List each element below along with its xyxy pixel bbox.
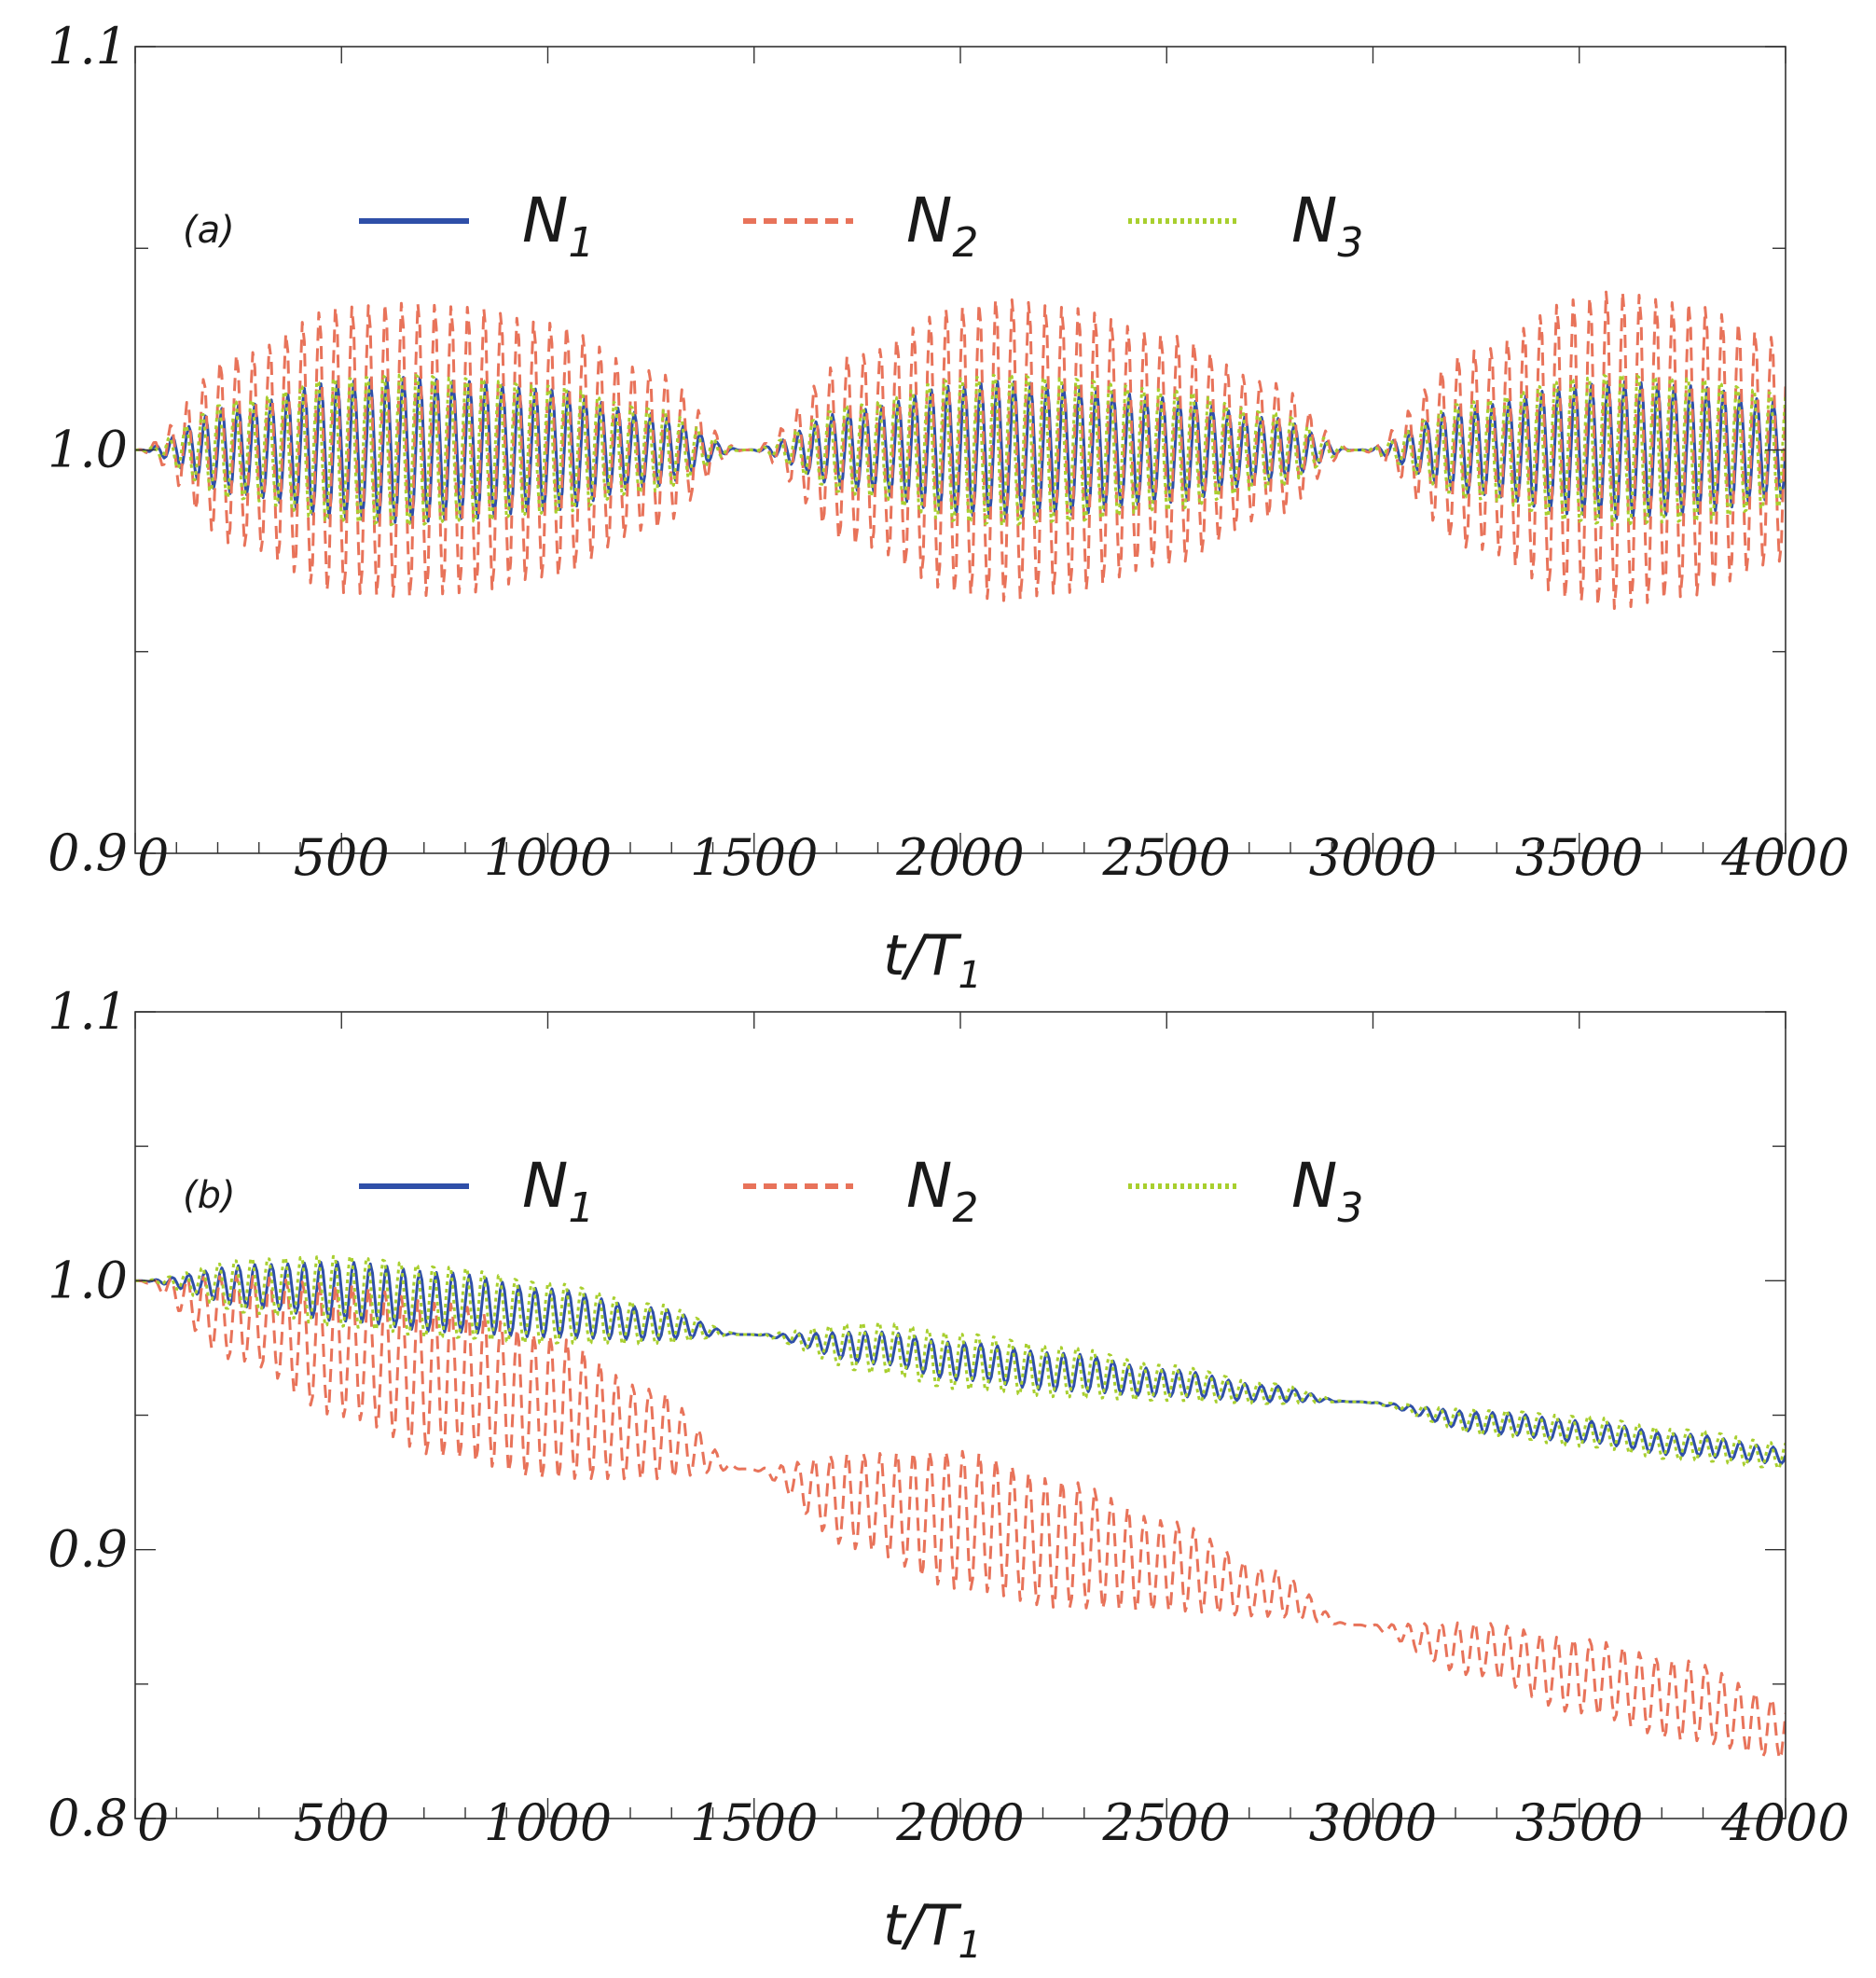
y-tick-label: 1.1 — [48, 17, 128, 76]
legend-label-n3: N3 — [1291, 185, 1363, 267]
x-tick-label: 4000 — [1720, 828, 1849, 887]
x-tick-label: 1500 — [690, 1793, 818, 1852]
panel-a: 0 500 1000 1500 2000 2500 3000 3500 4000 0.9 1.0 1.… — [48, 17, 1850, 997]
legend-label-n2: N2 — [906, 1150, 978, 1232]
x-tick-label: 3000 — [1309, 828, 1437, 887]
series-line-n3 — [135, 1254, 1786, 1470]
x-tick-label: 3000 — [1309, 1793, 1437, 1852]
series-line-n2 — [135, 290, 1786, 611]
plot-area — [135, 1254, 1786, 1761]
legend-label-n1: N1 — [522, 1150, 594, 1232]
y-tick-label: 1.1 — [48, 982, 128, 1041]
panel-label: (b) — [183, 1174, 236, 1217]
series-line-n1 — [135, 1260, 1786, 1465]
legend-label-n1: N1 — [522, 185, 594, 267]
panel-b: 0 500 1000 1500 2000 2500 3000 3500 4000 0.8 0.9 1.… — [48, 982, 1850, 1967]
legend-label-n3: N3 — [1291, 1150, 1363, 1232]
x-tick-label: 0 — [137, 1793, 169, 1852]
x-tick-label: 2500 — [1102, 1793, 1231, 1852]
y-tick-label: 0.8 — [48, 1789, 128, 1847]
legend-label-n2: N2 — [906, 185, 978, 267]
y-tick-label: 1.0 — [48, 421, 128, 479]
x-tick-label: 4000 — [1720, 1793, 1849, 1852]
x-tick-label: 2000 — [895, 1793, 1024, 1852]
plot-area — [135, 290, 1786, 611]
x-tick-label: 500 — [294, 1793, 390, 1852]
axes-frame — [134, 1011, 1786, 1819]
x-tick-label: 1000 — [484, 1793, 612, 1852]
x-tick-label: 3500 — [1515, 1793, 1643, 1852]
series-line-n3 — [135, 373, 1786, 527]
x-tick-label: 0 — [137, 828, 169, 887]
x-axis-title: t/T1 — [883, 923, 982, 997]
y-tick-label: 1.0 — [48, 1251, 128, 1309]
x-tick-label: 2500 — [1102, 828, 1231, 887]
series-line-n2 — [135, 1274, 1786, 1761]
x-tick-label: 1500 — [690, 828, 818, 887]
y-tick-label: 0.9 — [48, 823, 128, 882]
x-tick-label: 500 — [294, 828, 390, 887]
x-tick-label: 3500 — [1515, 828, 1643, 887]
panel-label: (a) — [183, 209, 235, 252]
x-axis-title: t/T1 — [883, 1893, 982, 1967]
y-tick-label: 0.9 — [48, 1520, 128, 1579]
x-tick-label: 2000 — [895, 828, 1024, 887]
x-tick-label: 1000 — [484, 828, 612, 887]
